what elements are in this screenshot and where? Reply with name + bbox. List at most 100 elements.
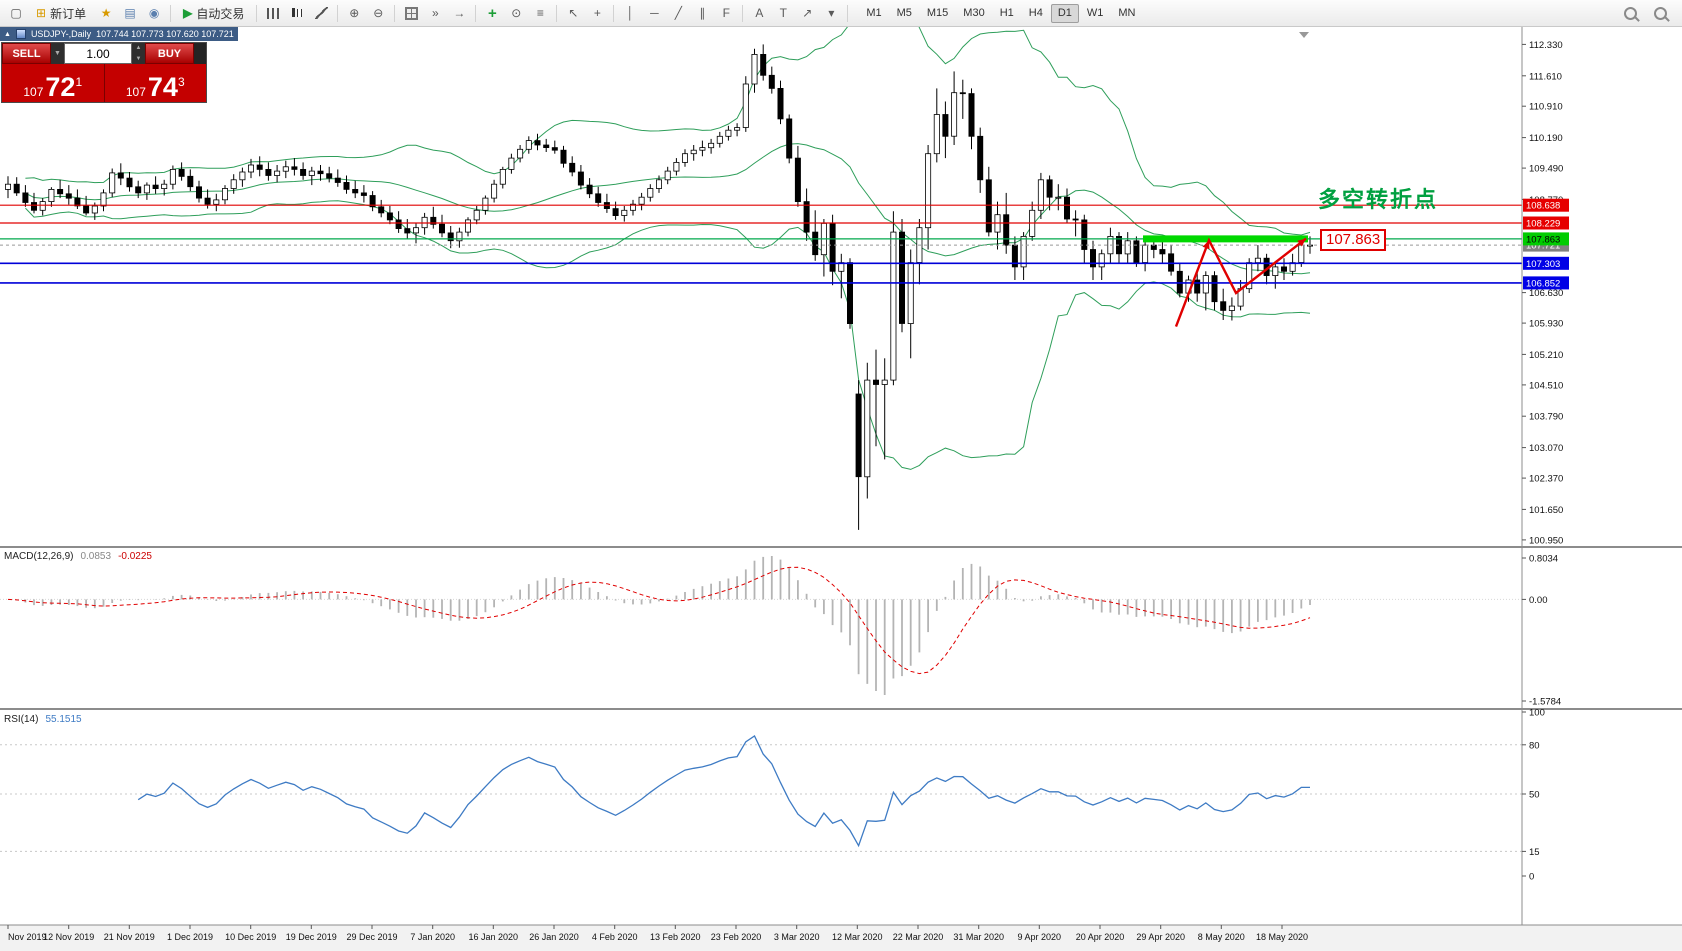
svg-text:103.790: 103.790	[1529, 412, 1563, 423]
macd-scale[interactable]: 0.8034 0.00 -1.5784	[1522, 554, 1561, 708]
svg-text:112.330: 112.330	[1529, 40, 1563, 51]
macd-name: MACD(12,26,9)	[4, 551, 74, 562]
trendline-tool-icon[interactable]: ╱	[674, 6, 682, 20]
tile-windows-icon[interactable]	[400, 2, 422, 24]
vertical-line-tool-icon[interactable]: │	[626, 6, 635, 20]
bar-chart-icon[interactable]	[262, 2, 284, 24]
chart-title-bar[interactable]: ▲ USDJPY-,Daily 107.744 107.773 107.620 …	[0, 27, 238, 41]
label-tool-icon[interactable]: T	[779, 6, 787, 20]
timeframe-m15-button[interactable]: M15	[920, 4, 955, 23]
timeframe-w1-button[interactable]: W1	[1080, 4, 1111, 23]
svg-text:16 Jan 2020: 16 Jan 2020	[469, 932, 519, 942]
buy-price-pip: 3	[177, 75, 185, 89]
cursor-icon[interactable]: ↖	[568, 6, 579, 20]
zoom-in-icon[interactable]: ⊕	[349, 6, 360, 20]
svg-text:107.863: 107.863	[1526, 234, 1560, 245]
svg-text:104.510: 104.510	[1529, 380, 1563, 391]
svg-text:31 Mar 2020: 31 Mar 2020	[953, 932, 1004, 942]
svg-text:18 May 2020: 18 May 2020	[1256, 932, 1308, 942]
timeframe-h4-button[interactable]: H4	[1022, 4, 1050, 23]
volume-stepper[interactable]: ▲ ▼	[132, 43, 145, 64]
arrows-dropdown-icon[interactable]: ▾	[828, 6, 835, 20]
sell-price[interactable]: 107 72 1	[2, 64, 105, 102]
toolbar-separator	[847, 4, 849, 22]
svg-text:105.930: 105.930	[1529, 319, 1563, 330]
svg-text:15: 15	[1529, 847, 1540, 858]
timeframe-m30-button[interactable]: M30	[956, 4, 991, 23]
svg-text:107.721: 107.721	[1526, 241, 1560, 252]
fibonacci-tool-icon[interactable]: F	[722, 6, 730, 20]
svg-text:50: 50	[1529, 790, 1540, 801]
price-level-label: 107.863	[1320, 229, 1387, 251]
chart-window-icon[interactable]: ▢	[10, 6, 22, 20]
date-axis-strip	[0, 925, 1682, 951]
periods-icon[interactable]: ⊙	[511, 6, 522, 20]
candlestick-series	[5, 44, 1314, 530]
chart-shift-marker[interactable]	[1299, 32, 1309, 38]
toolbar-separator	[556, 4, 558, 22]
rsi-indicator-header: RSI(14) 55.1515	[4, 714, 82, 725]
accounts-icon[interactable]: ▤	[124, 6, 136, 20]
timeframe-mn-button[interactable]: MN	[1111, 4, 1142, 23]
rsi-scale[interactable]: 100 80 50 15 0	[1522, 708, 1545, 883]
volume-input[interactable]	[64, 43, 132, 64]
horizontal-level-lines	[0, 204, 1522, 284]
svg-text:0: 0	[1529, 872, 1534, 883]
favorites-icon[interactable]: ★	[100, 6, 112, 20]
svg-text:29 Apr 2020: 29 Apr 2020	[1136, 932, 1185, 942]
arrows-tool-icon[interactable]: ↗	[802, 6, 813, 20]
timeframe-m5-button[interactable]: M5	[890, 4, 919, 23]
auto-trading-button[interactable]: ▶ 自动交易	[176, 3, 251, 24]
buy-price[interactable]: 107 74 3	[104, 64, 206, 102]
timeframe-h1-button[interactable]: H1	[993, 4, 1021, 23]
price-scale[interactable]: 112.330111.610110.910110.190109.490108.7…	[1522, 40, 1569, 547]
chart-canvas[interactable]: 112.330111.610110.910110.190109.490108.7…	[0, 27, 1682, 951]
crosshair-icon[interactable]: +	[593, 6, 601, 20]
volume-dropdown-icon[interactable]: ▼	[51, 43, 64, 64]
search-icon[interactable]	[1619, 2, 1641, 24]
community-icon[interactable]: ◉	[148, 6, 160, 20]
svg-text:12 Mar 2020: 12 Mar 2020	[832, 932, 883, 942]
toolbar-separator	[170, 4, 172, 22]
buy-button[interactable]: BUY	[145, 43, 194, 64]
timeframe-d1-button[interactable]: D1	[1050, 3, 1079, 23]
timeframe-m1-button[interactable]: M1	[859, 4, 888, 23]
templates-icon[interactable]: ≡	[536, 6, 544, 20]
panel-collapse-arrow[interactable]: ▲	[4, 30, 11, 38]
svg-text:108.229: 108.229	[1526, 219, 1560, 230]
chart-workspace: 112.330111.610110.910110.190109.490108.7…	[0, 27, 1682, 951]
trend-arrowhead	[1297, 238, 1306, 247]
buy-price-prefix: 107	[125, 84, 146, 99]
svg-text:22 Mar 2020: 22 Mar 2020	[893, 932, 944, 942]
sell-button[interactable]: SELL	[2, 43, 51, 64]
auto-scroll-icon[interactable]: »	[431, 6, 439, 20]
toolbar-separator	[475, 4, 477, 22]
text-tool-icon[interactable]: A	[755, 6, 764, 20]
svg-text:3 Mar 2020: 3 Mar 2020	[774, 932, 820, 942]
sell-price-pip: 1	[75, 75, 83, 89]
svg-text:19 Dec 2019: 19 Dec 2019	[286, 932, 337, 942]
svg-text:111.610: 111.610	[1529, 71, 1562, 82]
auto-trading-label: 自动交易	[196, 6, 245, 21]
svg-text:29 Dec 2019: 29 Dec 2019	[346, 932, 397, 942]
line-chart-icon[interactable]	[310, 2, 332, 24]
svg-text:110.910: 110.910	[1529, 102, 1563, 113]
channel-tool-icon[interactable]: ∥	[699, 6, 706, 20]
candlestick-chart-icon[interactable]	[286, 2, 308, 24]
svg-text:9 Apr 2020: 9 Apr 2020	[1018, 932, 1062, 942]
svg-text:109.490: 109.490	[1529, 164, 1563, 175]
macd-panel	[0, 556, 1522, 695]
chart-ohlc-values: 107.744 107.773 107.620 107.721	[96, 29, 234, 39]
search-edit-icon[interactable]	[1649, 2, 1671, 24]
svg-text:Nov 2019: Nov 2019	[8, 932, 47, 942]
indicators-icon[interactable]: +	[487, 4, 497, 22]
svg-text:106.852: 106.852	[1526, 278, 1560, 289]
zoom-out-icon[interactable]: ⊖	[373, 6, 384, 20]
new-order-button[interactable]: ⊞ 新订单	[29, 3, 93, 24]
chart-shift-icon[interactable]: →	[453, 6, 466, 20]
horizontal-line-tool-icon[interactable]: ─	[650, 6, 659, 20]
svg-text:110.190: 110.190	[1529, 133, 1563, 144]
timeframe-toolbar: M1 M5 M15 M30 H1 H4 D1 W1 MN	[859, 3, 1142, 23]
chart-background	[0, 27, 1682, 951]
